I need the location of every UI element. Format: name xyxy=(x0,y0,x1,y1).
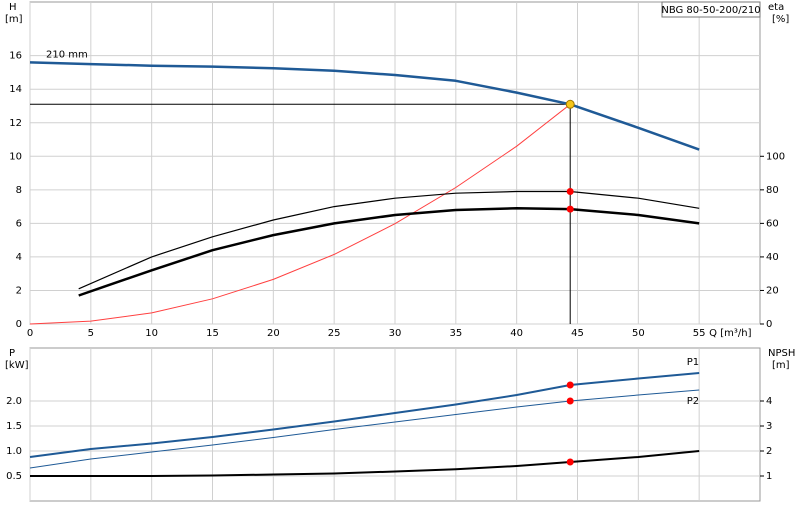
duty-marker xyxy=(566,458,574,466)
y-tick-label: 1.5 xyxy=(6,421,22,432)
y-tick-label: 8 xyxy=(16,185,22,196)
y2-axis-unit: [%] xyxy=(772,14,789,25)
y-tick-label: 0 xyxy=(16,319,22,330)
y2-tick-label: 2 xyxy=(766,446,772,457)
y-tick-label: 0.5 xyxy=(6,471,22,482)
x-tick-label: 5 xyxy=(88,328,94,339)
curve-label: P1 xyxy=(687,357,699,368)
y-tick-label: 10 xyxy=(9,151,22,162)
y2-tick-label: 0 xyxy=(766,319,772,330)
y2-tick-label: 4 xyxy=(766,396,772,407)
y2-tick-label: 3 xyxy=(766,421,772,432)
y2-tick-label: 20 xyxy=(766,285,779,296)
x-tick-label: 35 xyxy=(449,328,462,339)
y2-axis-unit: [m] xyxy=(772,360,790,371)
curve xyxy=(78,190,700,290)
curve xyxy=(30,450,700,477)
x-tick-label: 25 xyxy=(328,328,341,339)
y-tick-label: 4 xyxy=(16,252,22,263)
y-tick-label: 2 xyxy=(16,285,22,296)
x-tick-label: 30 xyxy=(389,328,402,339)
y-tick-label: 14 xyxy=(9,84,22,95)
y-tick-label: 12 xyxy=(9,118,22,129)
curve xyxy=(29,389,700,469)
y2-tick-label: 80 xyxy=(766,185,779,196)
curve xyxy=(29,61,700,151)
y-axis-label: P xyxy=(9,348,15,359)
x-tick-label: 55 xyxy=(693,328,706,339)
title-box xyxy=(661,1,761,18)
x-tick-label: 10 xyxy=(145,328,158,339)
duty-marker xyxy=(566,397,574,405)
y-axis-label: H xyxy=(9,2,17,13)
curve-label: 210 mm xyxy=(46,49,88,60)
y-tick-label: 16 xyxy=(9,51,22,62)
x-tick-label: 40 xyxy=(510,328,523,339)
x-axis-label: Q [m³/h] xyxy=(709,328,751,339)
x-tick-label: 15 xyxy=(206,328,219,339)
y-axis-unit: [kW] xyxy=(5,360,29,371)
duty-marker xyxy=(566,205,574,213)
x-tick-label: 50 xyxy=(632,328,645,339)
y2-axis-label: NPSH xyxy=(768,348,795,359)
y2-tick-label: 1 xyxy=(766,471,772,482)
y-axis-unit: [m] xyxy=(5,14,23,25)
curve xyxy=(29,372,700,458)
y2-axis-label: eta xyxy=(768,2,784,13)
y2-tick-label: 60 xyxy=(766,218,779,229)
y2-tick-label: 100 xyxy=(766,151,785,162)
duty-point xyxy=(565,99,575,109)
x-tick-label: 45 xyxy=(571,328,584,339)
y-tick-label: 1.0 xyxy=(6,446,22,457)
y2-tick-label: 40 xyxy=(766,252,779,263)
curve-label: P2 xyxy=(687,396,699,407)
duty-marker xyxy=(566,188,574,196)
x-tick-label: 0 xyxy=(27,328,33,339)
x-tick-label: 20 xyxy=(267,328,280,339)
duty-marker xyxy=(566,381,574,389)
curve xyxy=(78,207,700,297)
y-tick-label: 6 xyxy=(16,218,22,229)
y-tick-label: 2.0 xyxy=(6,396,22,407)
chart-title: NBG 80-50-200/210 xyxy=(661,5,760,16)
curve xyxy=(29,103,571,325)
